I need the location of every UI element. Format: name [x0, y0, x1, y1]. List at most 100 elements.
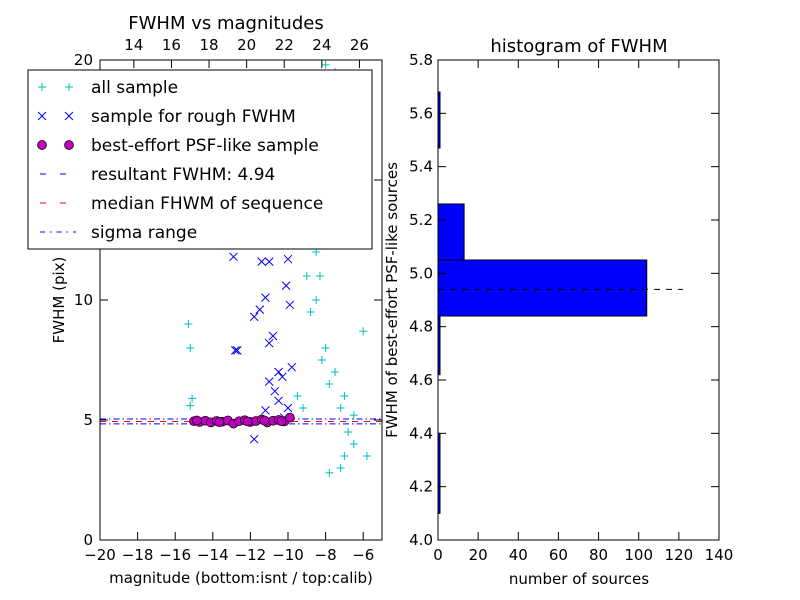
data-point: [264, 377, 274, 386]
legend-label: median FHWM of sequence: [91, 194, 323, 214]
data-point: [232, 346, 242, 355]
data-point: [257, 257, 267, 266]
data-point: [344, 428, 353, 436]
data-point: [321, 344, 330, 352]
data-point: [359, 327, 368, 336]
data-point: [188, 394, 197, 403]
right-y-tick-label: 4.6: [409, 371, 433, 389]
data-point: [283, 254, 293, 264]
right-plot-frame: [437, 59, 720, 541]
left-y-tick-label: 20: [74, 51, 93, 69]
data-point: [287, 362, 297, 372]
left-x-tick-label: −20: [84, 546, 116, 564]
legend-entry: sigma range: [40, 223, 197, 243]
left-x-tick-label: −6: [352, 546, 374, 564]
data-point: [186, 344, 195, 352]
top-x-tick-label: 18: [199, 36, 218, 54]
data-point: [336, 464, 345, 472]
data-point: [285, 300, 295, 310]
left-chart-title: FWHM vs magnitudes: [128, 13, 323, 34]
data-point: [325, 380, 334, 388]
data-point: [214, 417, 225, 428]
right-x-axis-label: number of sources: [509, 570, 649, 588]
right-y-tick-label: 5.0: [409, 264, 433, 282]
left-y-tick-label: 10: [74, 291, 93, 309]
histogram-bar: [437, 259, 648, 317]
data-point: [274, 396, 283, 406]
legend-marker: [38, 83, 46, 91]
left-y-tick-label: 0: [83, 531, 93, 549]
legend-label: all sample: [91, 78, 178, 98]
data-point: [229, 252, 238, 262]
legend-entry: sample for rough FWHM: [37, 107, 296, 127]
right-y-tick-label: 4.8: [409, 318, 433, 336]
data-point: [270, 386, 280, 396]
right-y-axis-label: FWHM of best-effort PSF-like sources: [383, 162, 401, 438]
data-point: [340, 452, 349, 460]
right-y-tick-label: 5.4: [409, 158, 433, 176]
data-point: [293, 392, 302, 400]
data-point: [231, 346, 240, 355]
data-point: [278, 372, 287, 382]
left-y-axis-label: FWHM (pix): [50, 257, 68, 344]
left-data-points: [184, 60, 371, 477]
data-point: [302, 272, 311, 280]
left-x-axis-label: magnitude (bottom:isnt / top:calib): [109, 569, 373, 587]
right-y-tick-label: 4.2: [409, 478, 433, 496]
data-point: [242, 416, 253, 427]
data-point: [325, 468, 334, 477]
data-point: [186, 401, 195, 410]
left-x-tick-label: −16: [159, 546, 191, 564]
fwhm-histogram-chart: 0 20 40 60 80 100 120 140 4.0 4.2 4.4 4.6 4.8 5.0 5.2 5…: [383, 36, 733, 588]
right-x-tick-label: 0: [433, 546, 443, 564]
data-point: [283, 403, 293, 413]
data-point: [321, 60, 330, 69]
legend: all sample sample for rough FWHM best-effo…: [27, 69, 373, 250]
data-point: [331, 368, 339, 376]
right-x-tick-label: 120: [665, 546, 694, 564]
legend-label: resultant FWHM: 4.94: [91, 165, 275, 185]
legend-marker: [64, 140, 74, 150]
data-point: [276, 416, 287, 427]
data-point: [315, 272, 324, 280]
right-chart-title: histogram of FWHM: [490, 36, 667, 57]
data-point: [340, 392, 349, 400]
data-point: [249, 434, 259, 444]
left-reference-lines: [100, 418, 382, 425]
left-plot-frame: [99, 59, 383, 541]
right-x-tick-label: 80: [589, 546, 608, 564]
data-point: [317, 356, 326, 364]
histogram-bar: [437, 203, 465, 261]
right-x-tick-label: 20: [469, 546, 488, 564]
right-x-tick-label: 40: [509, 546, 528, 564]
data-point: [264, 338, 274, 348]
left-x-tick-label: −10: [272, 546, 304, 564]
top-x-tick-label: 14: [124, 36, 143, 54]
right-x-tick-label: 60: [549, 546, 568, 564]
legend-marker: [37, 140, 47, 150]
data-point: [255, 305, 265, 314]
data-point: [191, 415, 202, 426]
data-point: [349, 440, 358, 448]
data-point: [306, 308, 315, 316]
legend-entry: all sample: [38, 78, 178, 98]
legend-label: best-effort PSF-like sample: [91, 136, 319, 156]
data-point: [274, 367, 283, 377]
left-x-tick-label: −18: [122, 546, 154, 564]
data-point: [336, 404, 345, 412]
top-x-tick-label: 20: [237, 36, 256, 54]
data-point: [268, 331, 278, 341]
top-x-tick-label: 22: [275, 36, 294, 54]
right-y-tick-label: 5.6: [409, 104, 433, 122]
top-x-tick-label: 16: [162, 36, 181, 54]
right-x-tick-label: 100: [624, 546, 653, 564]
legend-entry: best-effort PSF-like sample: [37, 136, 319, 156]
left-x-tick-label: −12: [235, 546, 267, 564]
legend-entry: resultant FWHM: 4.94: [40, 165, 275, 185]
legend-marker: [37, 111, 47, 121]
legend-label: sigma range: [91, 223, 197, 243]
data-point: [349, 411, 358, 420]
legend-marker: [65, 83, 73, 91]
left-x-tick-label: −8: [315, 546, 337, 564]
